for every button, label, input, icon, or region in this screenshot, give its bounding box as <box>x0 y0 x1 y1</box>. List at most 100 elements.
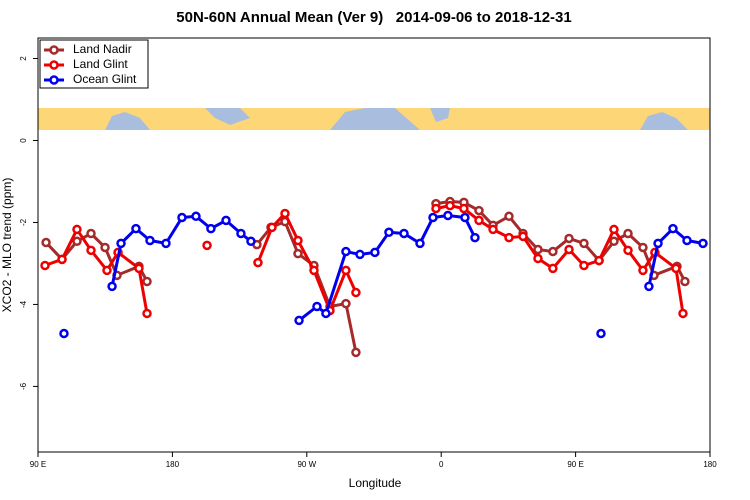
data-point <box>384 227 394 238</box>
data-point <box>431 203 441 214</box>
data-point <box>445 200 455 211</box>
data-point <box>341 265 351 276</box>
data-point <box>59 328 69 339</box>
data-point <box>134 263 144 274</box>
data-point <box>504 232 514 243</box>
data-point <box>145 235 155 246</box>
legend-label: Land Nadir <box>73 42 132 56</box>
data-point <box>488 224 498 235</box>
data-point <box>351 347 361 358</box>
data-point <box>399 228 409 239</box>
data-point <box>294 315 304 326</box>
y-tick-label: 2 <box>19 56 28 61</box>
data-point <box>470 232 480 243</box>
map-strip <box>38 108 710 130</box>
x-tick-label: 90 W <box>297 460 316 469</box>
data-point <box>221 215 231 226</box>
data-point <box>191 211 201 222</box>
data-point <box>623 228 633 239</box>
x-tick-label: 90 E <box>30 460 46 469</box>
series-line <box>435 204 685 314</box>
x-tick-label: 180 <box>703 460 717 469</box>
data-point <box>100 242 110 253</box>
legend-label: Land Glint <box>73 57 128 71</box>
data-point <box>280 208 290 219</box>
data-point <box>682 235 692 246</box>
data-point <box>321 308 331 319</box>
data-point <box>41 237 51 248</box>
data-point <box>142 276 152 287</box>
data-point <box>638 242 648 253</box>
data-point <box>671 263 681 274</box>
legend-marker <box>49 45 59 55</box>
data-point <box>579 238 589 249</box>
data-point <box>351 287 361 298</box>
data-point <box>40 260 50 271</box>
data-point <box>177 212 187 223</box>
data-point <box>623 245 633 256</box>
data-point <box>415 238 425 249</box>
data-point <box>698 238 708 249</box>
series-line <box>255 219 358 353</box>
x-tick-label: 90 E <box>567 460 583 469</box>
data-point <box>202 240 212 251</box>
data-point <box>678 308 688 319</box>
data-point <box>161 238 171 249</box>
data-point <box>533 244 543 255</box>
data-point <box>504 211 514 222</box>
data-point <box>668 223 678 234</box>
data-point <box>609 236 619 247</box>
data-point <box>116 238 126 249</box>
y-axis-label: XCO2 - MLO trend (ppm) <box>0 178 14 313</box>
series-line <box>44 226 149 314</box>
data-point <box>355 249 365 260</box>
data-point <box>107 281 117 292</box>
data-point <box>341 246 351 257</box>
data-point <box>518 231 528 242</box>
data-point <box>459 203 469 214</box>
data-point <box>548 246 558 257</box>
data-point <box>246 236 256 247</box>
y-tick-label: -6 <box>19 382 28 390</box>
data-point <box>564 244 574 255</box>
data-point <box>474 215 484 226</box>
data-point <box>86 245 96 256</box>
x-tick-label: 0 <box>439 460 444 469</box>
data-point <box>609 224 619 235</box>
y-tick-label: -2 <box>19 218 28 226</box>
data-point <box>474 205 484 216</box>
x-tick-label: 180 <box>166 460 180 469</box>
data-point <box>309 265 319 276</box>
data-point <box>680 276 690 287</box>
data-point <box>370 247 380 258</box>
data-point <box>638 265 648 276</box>
data-point <box>443 210 453 221</box>
x-axis-label: Longitude <box>349 476 402 490</box>
legend-marker <box>49 60 59 70</box>
data-point <box>293 235 303 246</box>
data-point <box>428 212 438 223</box>
data-point <box>131 223 141 234</box>
data-point <box>57 254 67 265</box>
data-point <box>644 281 654 292</box>
y-tick-label: 0 <box>19 138 28 143</box>
data-point <box>253 257 263 268</box>
data-point <box>594 255 604 266</box>
data-point <box>206 223 216 234</box>
data-point <box>72 224 82 235</box>
chart-title: 50N-60N Annual Mean (Ver 9) 2014-09-06 t… <box>176 9 571 26</box>
legend-label: Ocean Glint <box>73 72 137 86</box>
data-point <box>293 248 303 259</box>
data-point <box>548 263 558 274</box>
data-point <box>341 298 351 309</box>
data-point <box>653 238 663 249</box>
data-point <box>86 228 96 239</box>
data-point <box>596 328 606 339</box>
data-point <box>460 212 470 223</box>
data-point <box>72 236 82 247</box>
data-point <box>102 265 112 276</box>
data-point <box>533 253 543 264</box>
data-point <box>142 308 152 319</box>
